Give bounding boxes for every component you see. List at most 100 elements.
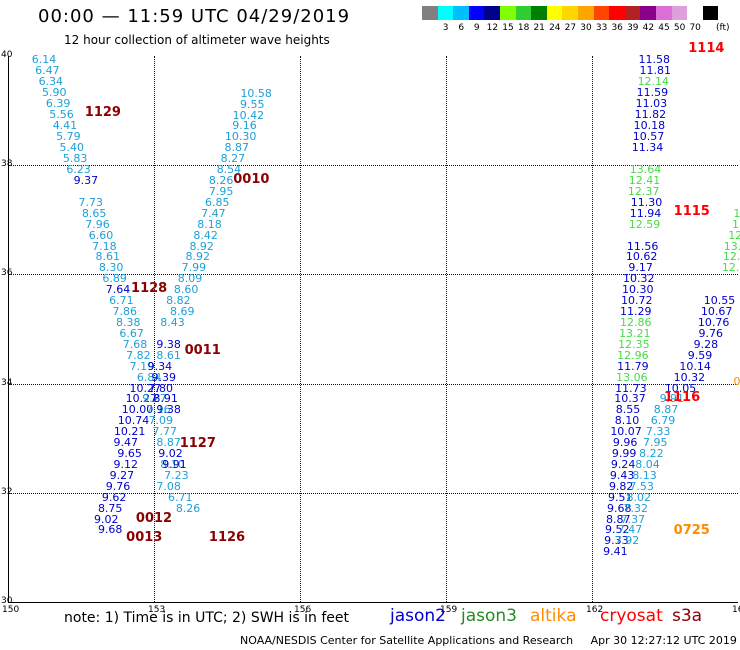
wave-height-value: 8.54 bbox=[216, 163, 242, 177]
lat-tick-label: 34 bbox=[1, 377, 13, 388]
wave-height-value: 8.30 bbox=[98, 261, 124, 275]
pass-time-label: 1116 bbox=[663, 390, 701, 406]
wave-height-value: 9.33 bbox=[604, 534, 629, 548]
wave-height-value: 12.96 bbox=[617, 348, 649, 362]
colorbar-swatch bbox=[546, 6, 563, 20]
colorbar-swatch bbox=[687, 6, 703, 20]
wave-height-value: 9.39 bbox=[151, 370, 176, 384]
map-subtitle: 12 hour collection of altimeter wave hei… bbox=[64, 33, 330, 47]
colorbar-label: 45 bbox=[658, 23, 670, 33]
wave-height-value: 6.71 bbox=[109, 294, 134, 308]
credit-text: NOAA/NESDIS Center for Satellite Applica… bbox=[240, 634, 574, 647]
colorbar-swatch bbox=[578, 6, 594, 20]
wave-height-value: 8.22 bbox=[639, 447, 664, 461]
wave-height-value: 12. bbox=[728, 228, 740, 242]
wave-height-value: 5.83 bbox=[62, 151, 88, 165]
wave-height-value: 6.23 bbox=[66, 162, 91, 176]
gridline-lon bbox=[446, 56, 447, 602]
wave-height-value: 8.55 bbox=[615, 403, 641, 417]
wave-height-value: 8.38 bbox=[115, 315, 141, 329]
colorbar-label: 15 bbox=[502, 23, 514, 33]
wave-height-value: 6.67 bbox=[119, 326, 144, 340]
colorbar-swatch bbox=[531, 6, 547, 20]
wave-height-value: 7.68 bbox=[122, 337, 148, 351]
wave-height-value: 10.57 bbox=[632, 129, 665, 143]
wave-height-value: 10.32 bbox=[673, 370, 706, 384]
wave-height-value: 9.27 bbox=[109, 468, 135, 482]
colorbar-swatch bbox=[468, 6, 485, 20]
wave-height-value: 10.37 bbox=[614, 392, 646, 406]
wave-height-value: 10.14 bbox=[679, 359, 711, 373]
colorbar-swatch bbox=[671, 6, 688, 20]
wave-height-value: 7.37 bbox=[620, 512, 646, 526]
wave-height-value: 11.03 bbox=[635, 97, 668, 111]
wave-height-value: 8.27 bbox=[220, 152, 246, 166]
wave-height-value: 13 bbox=[733, 206, 740, 220]
wave-height-value: 9.27 bbox=[142, 392, 167, 406]
wave-height-value: 8.42 bbox=[193, 228, 218, 242]
pass-time-label: 0012 bbox=[135, 511, 173, 526]
wave-height-value: 8.43 bbox=[160, 315, 185, 329]
wave-height-value: 7.96 bbox=[85, 217, 110, 231]
wave-height-value: 7.08 bbox=[156, 479, 181, 493]
wave-height-value: 9.99 bbox=[611, 447, 637, 461]
wave-height-value: 7.77 bbox=[152, 425, 177, 439]
colorbar-swatch bbox=[702, 6, 719, 20]
wave-height-value: 9.37 bbox=[73, 174, 99, 188]
wave-height-value: 11.58 bbox=[638, 53, 671, 67]
wave-height-value: 6.14 bbox=[31, 53, 57, 67]
wave-height-value: 8.75 bbox=[97, 501, 123, 515]
wave-height-value: 11.34 bbox=[631, 140, 664, 154]
lat-tick-label: 40 bbox=[1, 50, 13, 60]
wave-height-value: 10.21 bbox=[113, 425, 146, 439]
gridline-lat bbox=[8, 492, 738, 494]
lon-tick-label: 165 bbox=[732, 605, 740, 615]
legend-cryosat: cryosat bbox=[600, 606, 663, 626]
wave-height-value: 10.05 bbox=[664, 381, 697, 395]
pass-time-label: 0725 bbox=[673, 523, 710, 539]
colorbar-swatch bbox=[562, 6, 578, 20]
colorbar-swatch bbox=[624, 6, 641, 20]
wave-height-value: 10.07 bbox=[610, 425, 642, 439]
wave-height-value: 13 bbox=[731, 217, 740, 231]
lon-tick-label: 150 bbox=[2, 605, 20, 615]
wave-height-value: 9.76 bbox=[105, 479, 131, 493]
wave-height-value: 6.71 bbox=[168, 490, 193, 504]
lat-tick-label: 38 bbox=[1, 159, 13, 170]
wave-height-value: 13.21 bbox=[619, 326, 651, 340]
wave-height-value: 9.34 bbox=[147, 359, 173, 373]
wave-height-value: 10.27 bbox=[125, 392, 158, 406]
wave-height-value: 0 bbox=[733, 374, 740, 388]
wave-height-value: 9.02 bbox=[158, 447, 183, 461]
wave-height-value: 7.82 bbox=[126, 348, 151, 362]
wave-height-value: 5.79 bbox=[56, 129, 81, 143]
pass-time-label: 1114 bbox=[688, 41, 725, 57]
colorbar-swatch bbox=[609, 6, 625, 20]
credit-line: NOAA/NESDIS Center for Satellite Applica… bbox=[240, 634, 737, 647]
map-plot: 1501531561591621653032343638406.146.476.… bbox=[1, 41, 740, 615]
wave-height-value: 4.41 bbox=[52, 118, 78, 132]
legend-jason2: jason2 bbox=[390, 606, 446, 626]
colorbar-swatch bbox=[453, 6, 469, 20]
colorbar-swatch bbox=[437, 6, 454, 20]
colorbar-label: 36 bbox=[611, 23, 623, 33]
wave-height-value: 8.82 bbox=[166, 294, 191, 308]
colorbar-label: 24 bbox=[549, 23, 561, 33]
pass-time-label: 1126 bbox=[208, 529, 246, 545]
wave-height-value: 7.32 bbox=[623, 501, 649, 515]
wave-height-value: 9.96 bbox=[612, 436, 638, 450]
wave-height-value: 8.61 bbox=[95, 250, 121, 264]
wave-height-value: 8.65 bbox=[81, 206, 107, 220]
wave-height-value: 9.38 bbox=[156, 403, 181, 417]
wave-height-value: 9.41 bbox=[603, 545, 628, 559]
wave-height-value: 12.86 bbox=[620, 315, 652, 329]
wave-height-value: 9.51 bbox=[607, 490, 633, 504]
colorbar-label: 50 bbox=[673, 23, 686, 33]
colorbar-swatch bbox=[640, 6, 656, 20]
wave-height-value: 7.73 bbox=[78, 195, 103, 209]
wave-height-value: 6.84 bbox=[136, 370, 162, 384]
wave-height-value: 12.35 bbox=[618, 337, 650, 351]
wave-height-value: 11.30 bbox=[630, 195, 663, 209]
pass-time-label: 0013 bbox=[126, 529, 163, 545]
colorbar-unit: (ft) bbox=[716, 23, 730, 33]
